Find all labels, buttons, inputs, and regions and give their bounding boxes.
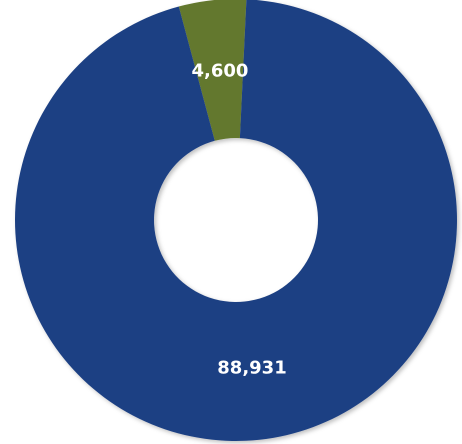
- pie-slice-0: [178, 0, 247, 141]
- data-label-1: 88,931: [217, 358, 286, 379]
- data-label-0: 4,600: [192, 60, 249, 81]
- slices-group: [15, 0, 457, 441]
- labels-group: 4,600 88,931: [192, 60, 287, 378]
- pie-slice-1: [15, 0, 457, 441]
